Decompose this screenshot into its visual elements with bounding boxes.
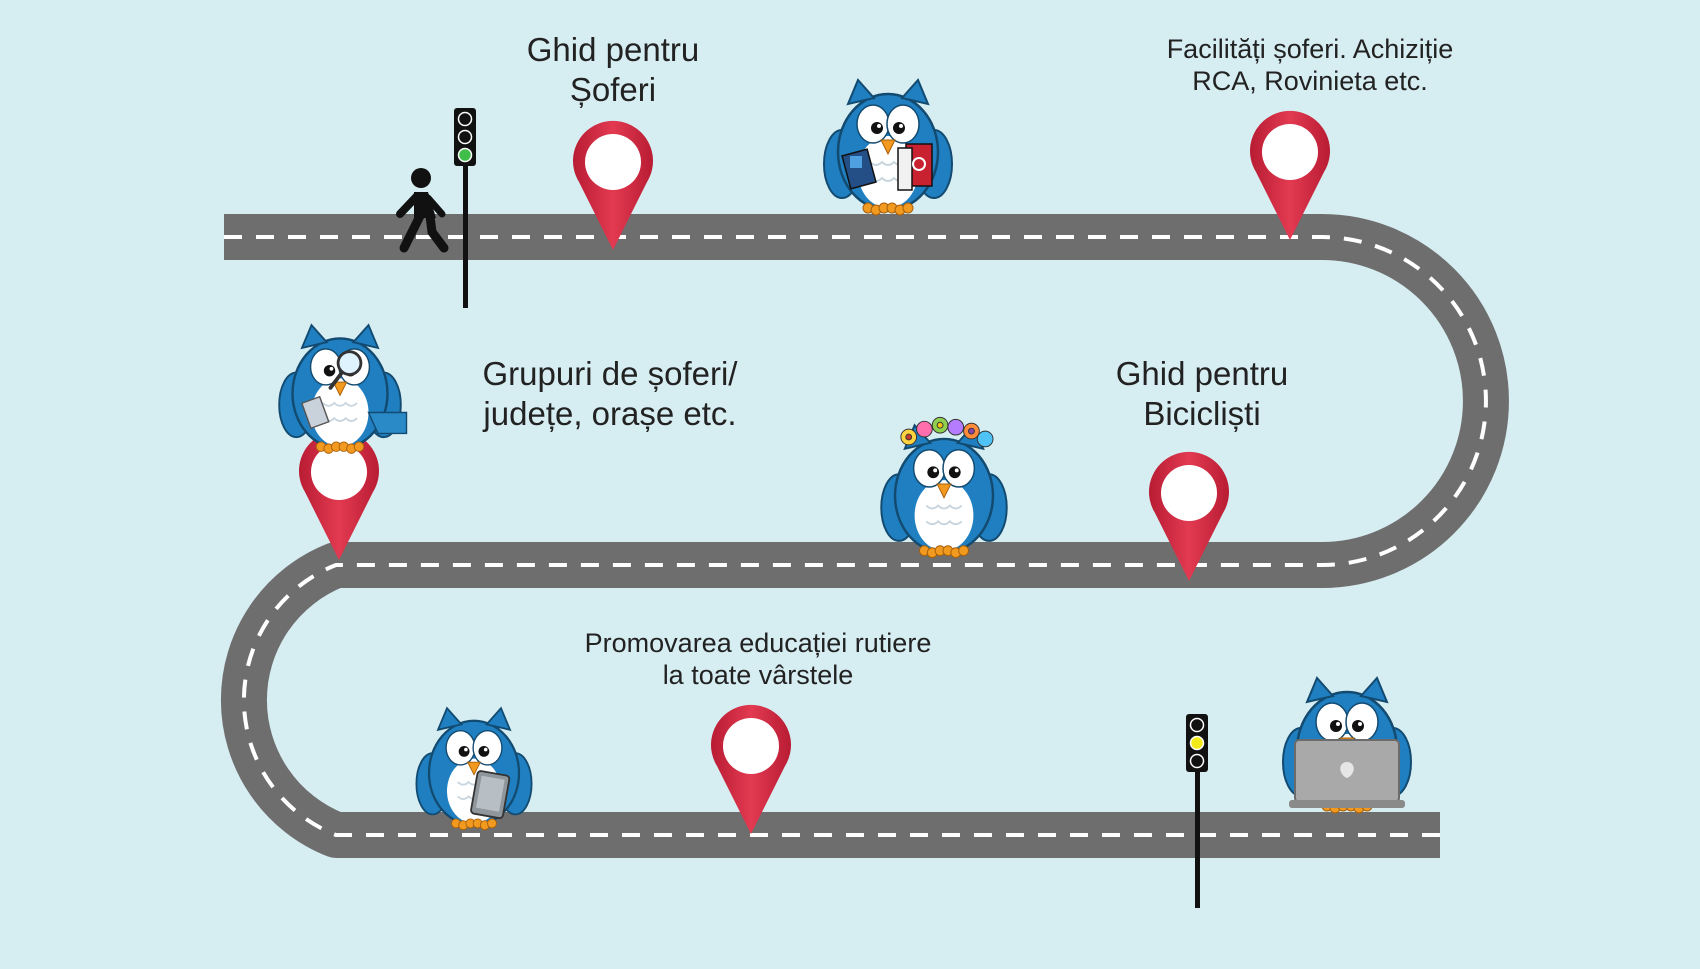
stop-label-ghid-biciclisti: Ghid pentru Bicicliști <box>1115 355 1289 432</box>
owl-with-magnifier-icon <box>278 323 408 455</box>
owl-with-flower-crown-icon <box>880 416 1008 559</box>
owl-with-books-icon <box>822 78 954 217</box>
traffic-light-icon <box>1186 714 1208 908</box>
stop-label-grupuri: Grupuri de șoferi/ județe, orașe etc. <box>482 355 738 432</box>
map-pin-icon[interactable] <box>711 704 791 834</box>
owl-with-tablet-icon <box>415 707 533 831</box>
map-pin-icon[interactable] <box>1250 110 1330 240</box>
pedestrian-icon <box>396 168 449 253</box>
traffic-light-icon <box>454 108 476 308</box>
stop-label-ghid-soferi: Ghid pentru Șoferi <box>526 31 700 108</box>
owl-with-laptop-icon <box>1281 676 1413 815</box>
map-pin-icon[interactable] <box>1149 451 1229 581</box>
stop-label-promovarea: Promovarea educației rutiere la toate vâ… <box>584 628 932 691</box>
map-pin-icon[interactable] <box>299 430 379 560</box>
stop-label-facilitati: Facilități șoferi. Achiziție RCA, Rovini… <box>1166 34 1454 97</box>
map-pin-icon[interactable] <box>573 120 653 250</box>
road <box>220 214 1509 858</box>
